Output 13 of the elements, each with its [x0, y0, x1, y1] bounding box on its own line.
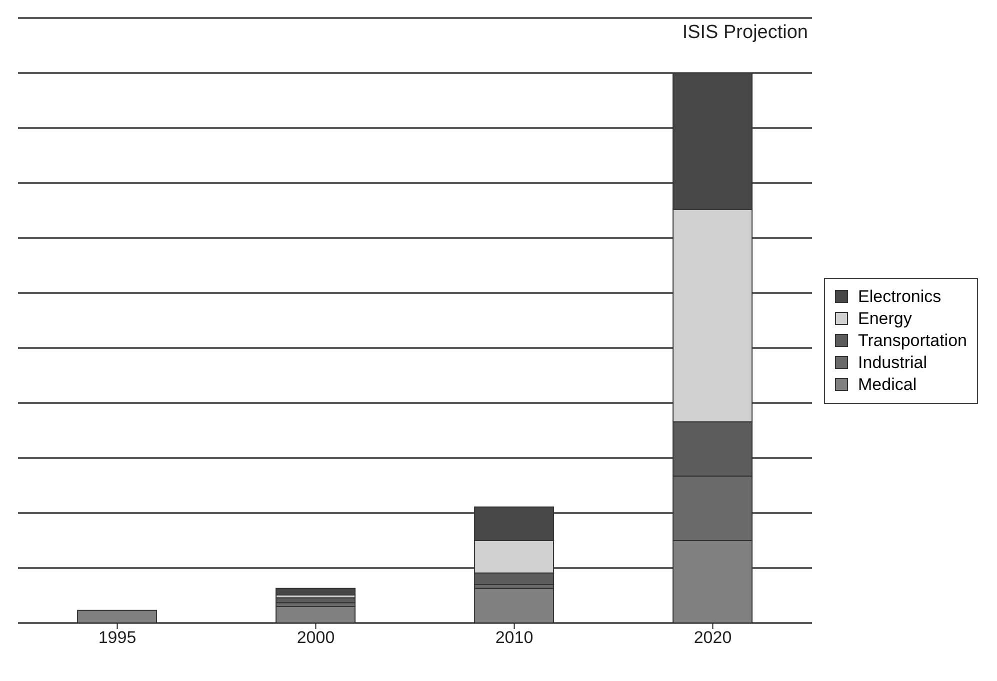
legend-label: Electronics [858, 286, 942, 306]
bar [474, 588, 554, 624]
legend-label: Transportation [858, 330, 967, 350]
legend-label: Industrial [858, 352, 927, 372]
x-tick-label: 2010 [495, 628, 534, 648]
legend-label: Energy [858, 308, 912, 328]
x-tick-label: 1995 [98, 628, 136, 648]
text: ISIS Projection [681, 22, 808, 44]
bar [77, 610, 158, 624]
legend-label: Medical [858, 374, 917, 394]
bar [276, 588, 356, 596]
x-tick-label: 2020 [694, 628, 732, 648]
x-tick-label: 2000 [296, 628, 335, 648]
